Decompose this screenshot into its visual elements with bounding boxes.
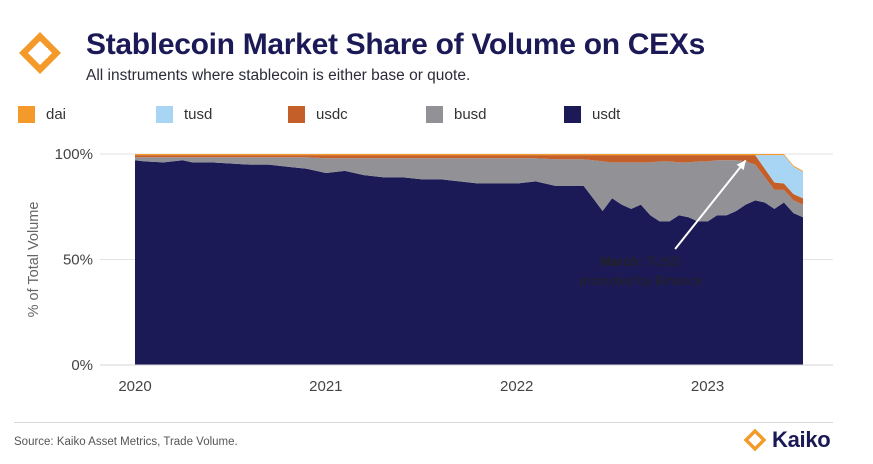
legend-label-usdc: usdc (316, 105, 348, 123)
axes: 0% 50% 100% 2020 2021 2022 2023 (55, 146, 833, 395)
y-tick-label-50: 50% (63, 252, 93, 269)
x-tick-label-2020: 2020 (118, 378, 151, 395)
footer-divider (14, 422, 833, 423)
legend-item-usdt: usdt (564, 104, 620, 124)
x-tick-label-2021: 2021 (309, 378, 342, 395)
annotation-arrowhead (736, 160, 746, 171)
brand-name: Kaiko (772, 427, 831, 452)
chart-title: Stablecoin Market Share of Volume on CEX… (86, 28, 705, 61)
x-tick-label-2023: 2023 (691, 378, 724, 395)
legend-label-tusd: tusd (184, 105, 213, 123)
area-usdt (135, 160, 803, 365)
chart-subtitle: All instruments where stablecoin is eith… (86, 67, 471, 84)
source-note: Source: Kaiko Asset Metrics, Trade Volum… (14, 436, 238, 448)
annotation-line-2: promoted by Binance (579, 273, 702, 288)
annotation-arrow (674, 159, 747, 250)
annotation-bold: March: (600, 254, 643, 269)
chart-legend: dai tusd usdc busd usdt (18, 104, 718, 124)
stacked-areas (135, 154, 803, 365)
legend-swatch-busd (426, 105, 443, 123)
legend-item-dai: dai (18, 104, 66, 124)
area-busd (135, 157, 803, 222)
area-usdc (135, 155, 803, 205)
kaiko-brand-icon (743, 428, 767, 452)
annotation-line-1: March: TUSD (600, 254, 681, 269)
legend-swatch-usdc (288, 105, 305, 123)
y-axis-label: % of Total Volume (26, 202, 42, 318)
brand-logo: Kaiko (742, 427, 831, 453)
kaiko-logo-icon (19, 32, 61, 74)
annotation-line-1-rest: TUSD (643, 254, 682, 269)
legend-item-usdc: usdc (288, 104, 348, 124)
legend-swatch-usdt (564, 105, 581, 123)
annotation: March: TUSD promoted by Binance (579, 159, 747, 288)
y-tick-label-0: 0% (71, 357, 93, 374)
legend-label-busd: busd (454, 105, 487, 123)
legend-swatch-dai (18, 105, 35, 123)
legend-label-usdt: usdt (592, 105, 621, 123)
stacked-area-chart: 0% 50% 100% 2020 2021 2022 2023 % of Total Vol… (26, 146, 833, 395)
legend-item-tusd: tusd (156, 104, 212, 124)
legend-item-busd: busd (426, 104, 487, 124)
legend-swatch-tusd (156, 105, 173, 123)
y-tick-label-100: 100% (55, 146, 93, 163)
x-tick-label-2022: 2022 (500, 378, 533, 395)
legend-label-dai: dai (46, 105, 67, 123)
